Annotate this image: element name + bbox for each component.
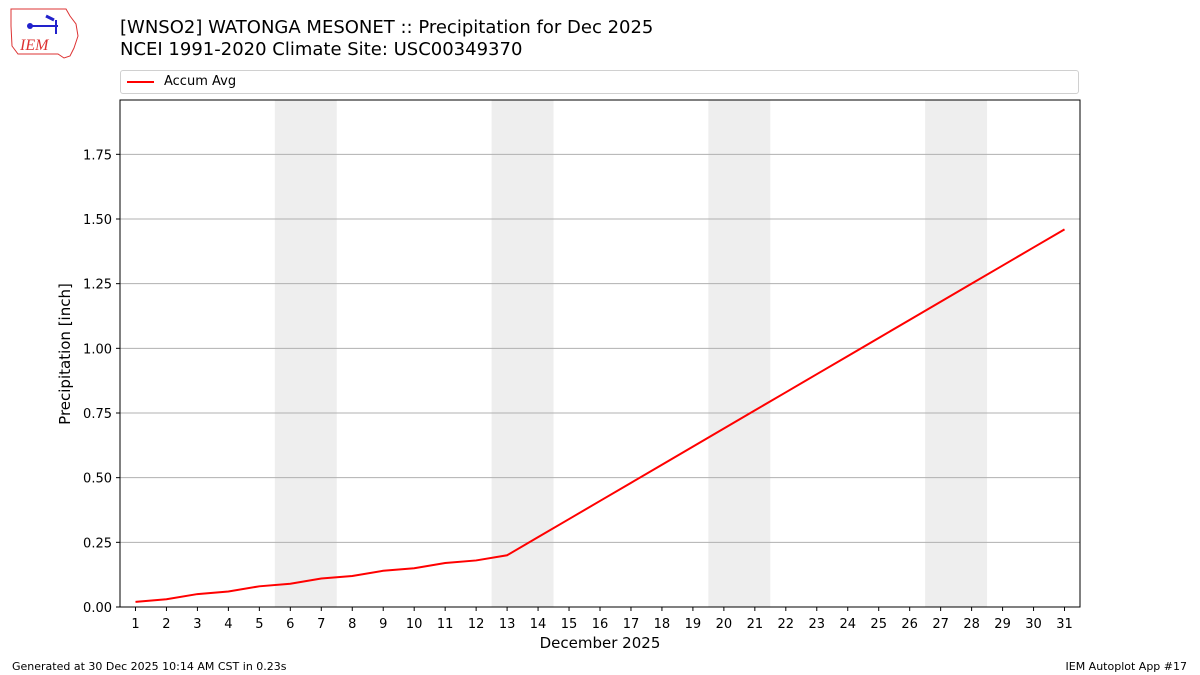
y-tick-label: 1.75: [83, 148, 112, 163]
x-tick-label: 16: [592, 617, 609, 632]
x-axis-label: December 2025: [539, 634, 661, 652]
y-tick-label: 1.50: [83, 213, 112, 228]
y-axis-label: Precipitation [inch]: [56, 283, 74, 425]
x-tick-label: 9: [379, 617, 387, 632]
x-tick-label: 8: [348, 617, 356, 632]
x-tick-label: 2: [162, 617, 170, 632]
chart-title: [WNSO2] WATONGA MESONET :: Precipitation…: [120, 17, 653, 61]
x-tick-label: 25: [870, 617, 887, 632]
x-tick-label: 26: [901, 617, 918, 632]
x-tick-label: 7: [317, 617, 325, 632]
x-tick-label: 31: [1056, 617, 1073, 632]
weekend-shade: [491, 100, 554, 607]
iem-logo: IEM: [8, 6, 80, 60]
weekend-shade: [708, 100, 771, 607]
svg-text:IEM: IEM: [19, 37, 50, 54]
x-tick-label: 10: [406, 617, 423, 632]
title-line-1: [WNSO2] WATONGA MESONET :: Precipitation…: [120, 17, 654, 38]
x-tick-label: 14: [530, 617, 547, 632]
x-tick-label: 24: [839, 617, 856, 632]
generated-timestamp: Generated at 30 Dec 2025 10:14 AM CST in…: [12, 660, 287, 673]
legend: Accum Avg: [120, 70, 1079, 94]
x-tick-label: 23: [809, 617, 826, 632]
plot-frame: [119, 99, 1081, 608]
x-tick-label: 29: [994, 617, 1011, 632]
y-tick-label: 0.75: [83, 407, 112, 422]
weekend-shade: [925, 100, 988, 607]
x-tick-label: 6: [286, 617, 294, 632]
app-credit: IEM Autoplot App #17: [1065, 660, 1188, 673]
legend-label: Accum Avg: [164, 74, 237, 89]
y-tick-label: 0.00: [83, 601, 112, 616]
x-tick-label: 12: [468, 617, 485, 632]
x-tick-label: 1: [131, 617, 139, 632]
x-tick-label: 19: [685, 617, 702, 632]
y-tick-label: 1.00: [83, 342, 112, 357]
x-tick-label: 20: [716, 617, 733, 632]
x-tick-label: 21: [747, 617, 764, 632]
x-tick-label: 28: [963, 617, 980, 632]
x-tick-label: 22: [778, 617, 795, 632]
y-tick-label: 1.25: [83, 278, 112, 293]
x-tick-label: 17: [623, 617, 640, 632]
legend-swatch: [127, 81, 154, 83]
x-tick-label: 18: [654, 617, 671, 632]
y-tick-label: 0.25: [83, 536, 112, 551]
x-tick-label: 30: [1025, 617, 1042, 632]
x-tick-label: 27: [932, 617, 949, 632]
y-tick-label: 0.50: [83, 472, 112, 487]
x-tick-label: 15: [561, 617, 578, 632]
x-tick-label: 5: [255, 617, 263, 632]
x-tick-label: 4: [224, 617, 232, 632]
x-tick-label: 3: [193, 617, 201, 632]
series-line-accum-avg: [135, 228, 1066, 603]
x-tick-label: 11: [437, 617, 454, 632]
title-line-2: NCEI 1991-2020 Climate Site: USC00349370: [120, 39, 523, 60]
weekend-shade: [274, 100, 337, 607]
x-tick-label: 13: [499, 617, 516, 632]
